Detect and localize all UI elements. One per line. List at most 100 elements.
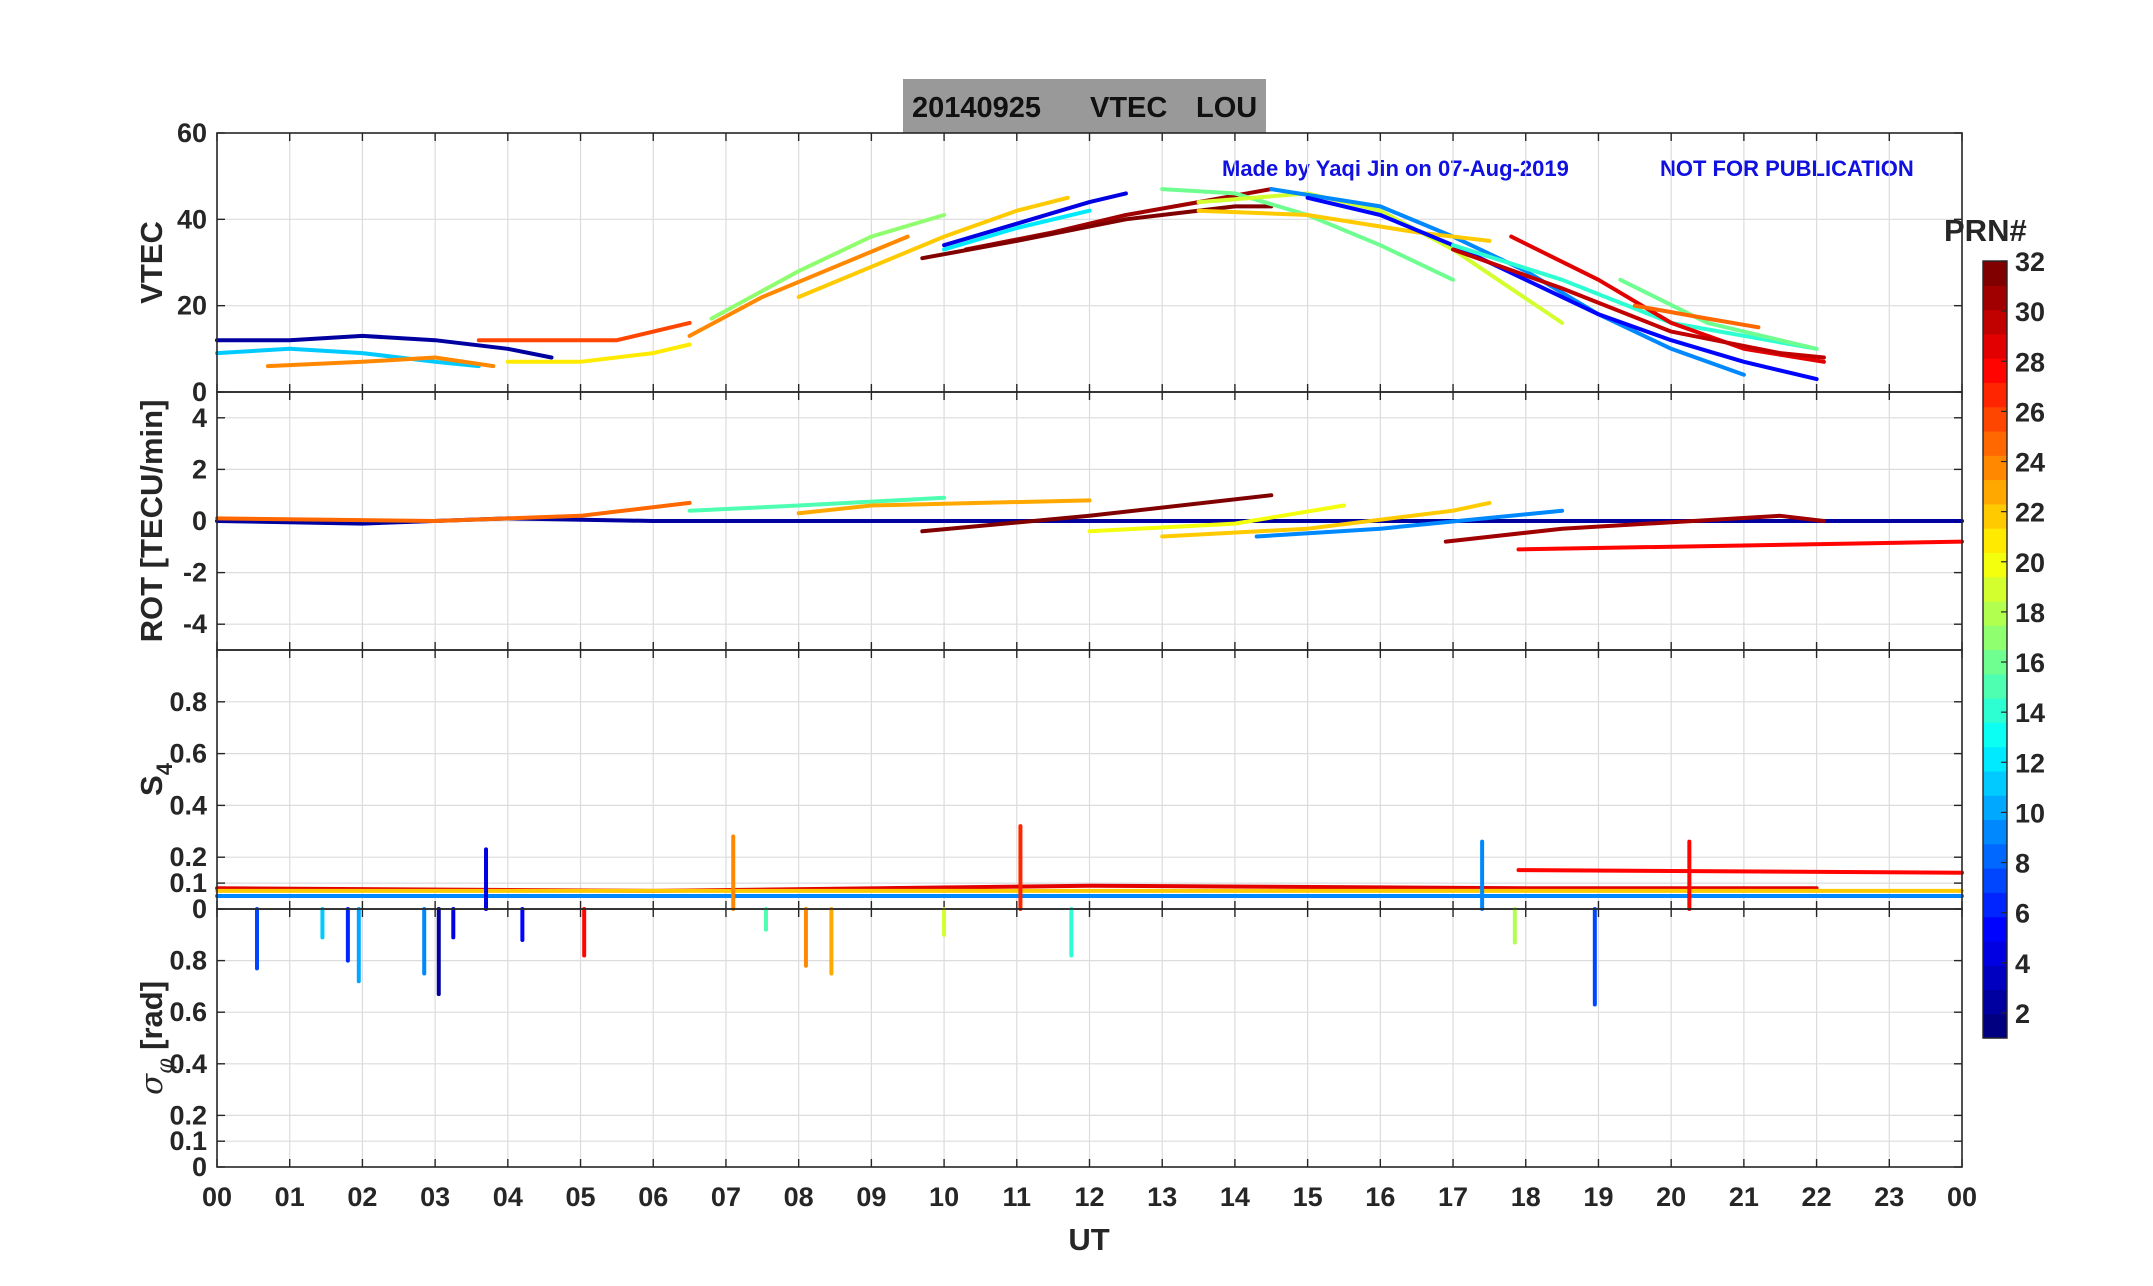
y-tick-label: 40: [177, 204, 207, 234]
y-tick-label: 0.1: [169, 1126, 207, 1156]
colorbar-tick-label: 20: [2015, 548, 2045, 578]
colorbar-segment: [1983, 843, 2007, 869]
y-tick-label: 0: [192, 894, 207, 924]
colorbar-segment: [1983, 1013, 2007, 1039]
x-tick-label: 23: [1874, 1182, 1904, 1212]
series-line-prn-22: [1196, 208, 1492, 243]
x-axis-label: UT: [1068, 1222, 1109, 1257]
x-tick-label: 08: [784, 1182, 814, 1212]
y-tick-label: 2: [192, 454, 207, 484]
y-tick-label: -4: [183, 609, 207, 639]
title-station: LOU: [1196, 92, 1257, 124]
y-tick-label: 4: [192, 403, 207, 433]
series-line-prn-15: [687, 495, 947, 513]
series-line-prn-9: [1269, 187, 1746, 377]
x-tick-label: 01: [275, 1182, 305, 1212]
panel-sigma_phi: 00.10.2 0.4 0.6 0.8 σφ [rad] 00 01 02 03 04 05 06 07…: [134, 907, 1977, 1212]
colorbar-tick-label: 28: [2015, 347, 2045, 377]
y-axis-label: S4: [134, 762, 177, 796]
series-line-prn-2: [215, 333, 554, 360]
colorbar-tick-label: 10: [2015, 798, 2045, 828]
colorbar-segment: [1983, 455, 2007, 481]
credit-made-by: Made by Yaqi Jin on 07-Aug-2019: [1222, 156, 1569, 181]
y-tick-label: 0: [192, 377, 207, 407]
colorbar-segment: [1983, 285, 2007, 311]
y-tick-label: 60: [177, 118, 207, 148]
colorbar-segment: [1983, 965, 2007, 991]
colorbar-segment: [1983, 770, 2007, 796]
colorbar-tick-label: 18: [2015, 598, 2045, 628]
x-tick-label: 02: [347, 1182, 377, 1212]
x-tick-label: 07: [711, 1182, 741, 1212]
series-line-prn-25: [215, 500, 692, 523]
series-line-prn-23: [796, 498, 1092, 516]
colorbar-segment: [1983, 746, 2007, 772]
x-tick-label: 06: [638, 1182, 668, 1212]
series-line-prn-22: [796, 195, 1070, 299]
x-tick-label: 19: [1583, 1182, 1613, 1212]
colorbar-segment: [1983, 528, 2007, 553]
colorbar-segment: [1983, 261, 2007, 286]
colorbar-tick-label: 6: [2015, 899, 2030, 929]
y-tick-label: 0: [192, 1152, 207, 1182]
colorbar-tick-label: 24: [2015, 448, 2045, 478]
y-axis-label: σφ [rad]: [134, 981, 178, 1095]
colorbar-segment: [1983, 503, 2007, 529]
x-tick-label: 14: [1220, 1182, 1250, 1212]
colorbar-tick-label: 8: [2015, 849, 2030, 879]
series-line-prn-17: [709, 213, 947, 321]
y-tick-label: 0.1: [169, 868, 207, 898]
colorbar-tick-label: 4: [2015, 949, 2030, 979]
colorbar-tick-label: 32: [2015, 247, 2045, 277]
y-tick-label: -2: [183, 558, 207, 588]
colorbar-tick-label: 22: [2015, 498, 2045, 528]
colorbar-segment: [1983, 892, 2007, 918]
panel-rot: -4 -2 0 2 4 ROT [TECU/min]: [134, 391, 1964, 651]
y-tick-label: 0.6: [169, 997, 207, 1027]
title-box: [903, 79, 1266, 133]
series-line-prn-24: [687, 234, 910, 338]
series-line-prn-32: [920, 493, 1274, 534]
x-tick-label: 18: [1511, 1182, 1541, 1212]
y-axis-label: VTEC: [134, 221, 169, 304]
colorbar-tick-label: 30: [2015, 297, 2045, 327]
colorbar-frame: [1982, 260, 2008, 1039]
y-tick-label: 0.4: [169, 1049, 207, 1079]
colorbar-segment: [1983, 552, 2007, 578]
x-tick-label: 22: [1802, 1182, 1832, 1212]
series-line-prn-28: [1516, 539, 1964, 552]
series-line-prn-28: [1516, 868, 1964, 875]
x-tick-label: 12: [1074, 1182, 1104, 1212]
y-tick-label: 0.6: [169, 739, 207, 769]
x-tick-label: 00: [1947, 1182, 1977, 1212]
colorbar-segment: [1983, 795, 2007, 821]
panel-vtec: 0 20 40 60 VTEC: [134, 118, 1963, 407]
x-tick-label: 16: [1365, 1182, 1395, 1212]
series-line-prn-32: [920, 204, 1274, 261]
colorbar-segment: [1983, 698, 2007, 723]
y-axis-label: ROT [TECU/min]: [134, 400, 169, 643]
y-tick-label: 0.2: [169, 842, 207, 872]
colorbar-segment: [1983, 722, 2007, 748]
colorbar-segment: [1983, 576, 2007, 602]
colorbar-tick-label: 16: [2015, 648, 2045, 678]
x-tick-label: 15: [1293, 1182, 1323, 1212]
series-line-prn-24: [265, 355, 496, 369]
series-line-prn-21: [505, 342, 692, 364]
x-tick-label: 21: [1729, 1182, 1759, 1212]
x-tick-label: 13: [1147, 1182, 1177, 1212]
series-line-prn-16: [1618, 277, 1819, 351]
colorbar-segment: [1983, 600, 2007, 626]
x-tick-label: 10: [929, 1182, 959, 1212]
colorbar-segment: [1983, 406, 2007, 432]
x-tick-label: 00: [202, 1182, 232, 1212]
series-line-prn-9: [1254, 508, 1565, 539]
series-line-prn-11: [215, 346, 481, 369]
series-line-prn-22: [1160, 500, 1492, 539]
title-quantity: VTEC: [1090, 92, 1167, 124]
colorbar-segment: [1983, 940, 2007, 966]
series-line-prn-19: [1196, 191, 1565, 325]
colorbar-segment: [1983, 989, 2007, 1015]
colorbar-segment: [1983, 673, 2007, 699]
